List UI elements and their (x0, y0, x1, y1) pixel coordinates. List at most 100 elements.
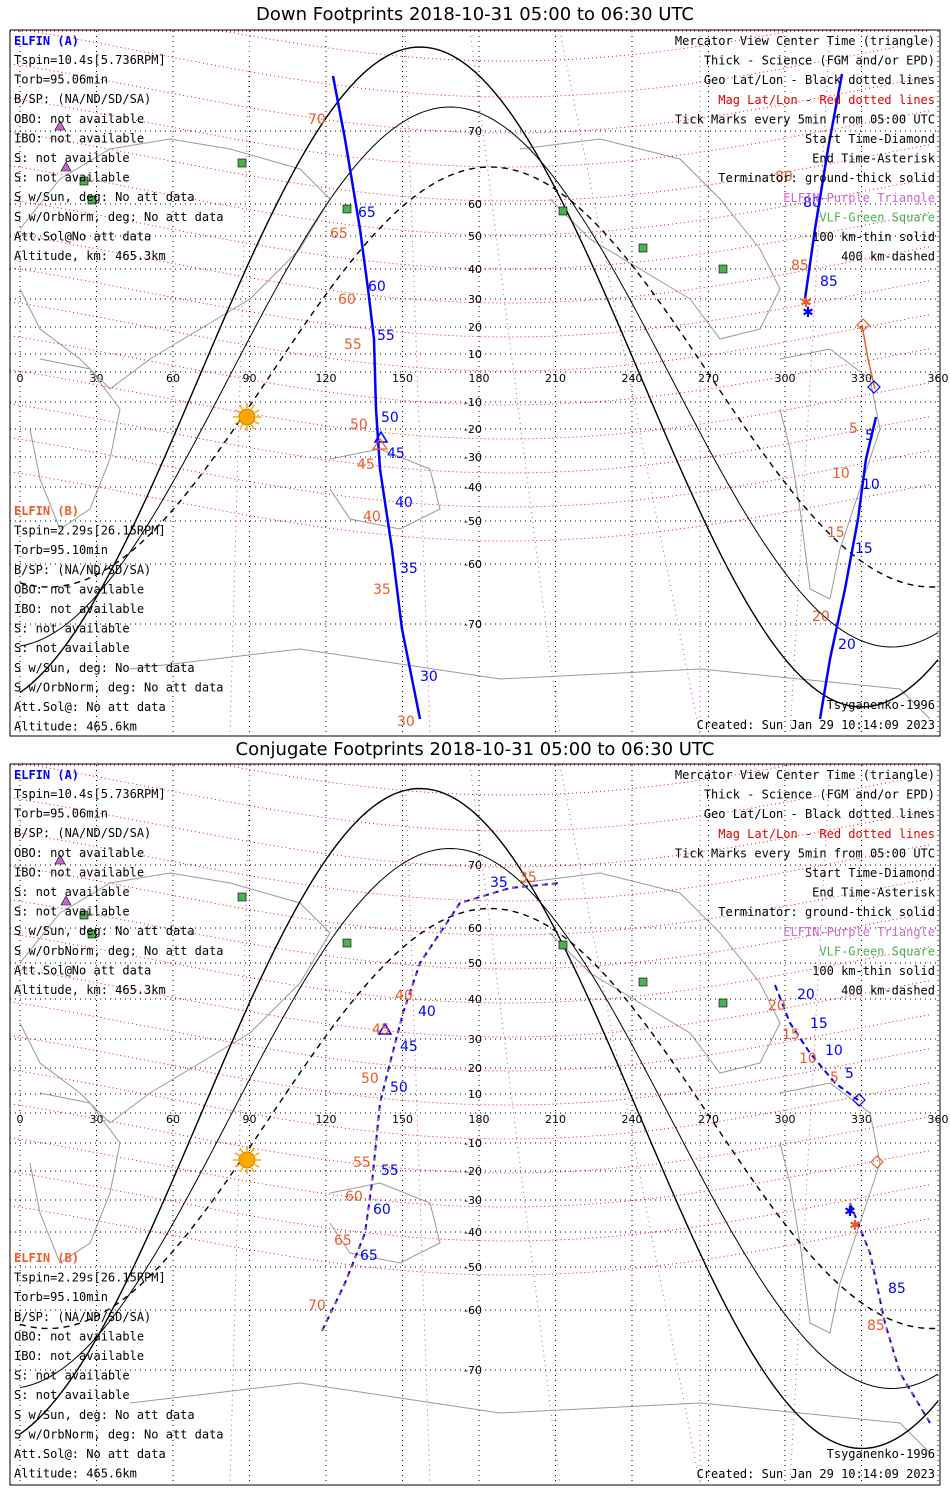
continent-africa (29, 358, 121, 530)
vlf-square (558, 206, 568, 216)
legend-line-8: ELFIN-Purple Triangle (783, 191, 935, 205)
elfin-a-info-line: Altitude, km: 465.3km (14, 249, 166, 263)
tick-label-a: 30 (420, 669, 438, 685)
start-diamond-b (870, 1155, 884, 1169)
center-triangle-a (373, 430, 389, 443)
legend-line-4: Tick Marks every 5min from 05:00 UTC (675, 112, 935, 126)
elfin-b-heading: ELFIN (B) (14, 504, 79, 518)
elfin-b-info-line: Torb=95.10min (14, 543, 108, 557)
elfin-a-info-line: Tspin=10.4s[5.736RPM] (14, 787, 166, 801)
mag-lon-line (559, 764, 701, 1485)
vlf-square (237, 892, 247, 902)
elfin-a-track-northeast (803, 73, 844, 300)
elfin-b-info-line: S: not available (14, 1369, 130, 1383)
tick-label-b: 85 (867, 1318, 885, 1334)
tick-label-a: 80 (803, 195, 821, 211)
elfin-a-info-line: OBO: not available (14, 112, 144, 126)
legend-line-9: VLF-Green Square (819, 210, 935, 224)
lat-label: -20 (464, 1165, 482, 1178)
end-asterisk-a: ✱ (802, 305, 814, 321)
elfin-a-info-line: S w/OrbNorm, deg: No att data (14, 944, 224, 958)
legend-line-1: Thick - Science (FGM and/or EPD) (704, 788, 935, 802)
legend-line-10: 100 km-thin solid (812, 964, 935, 978)
start-diamond-a (867, 380, 881, 394)
lon-label: 210 (545, 372, 566, 385)
tick-label-b: 45 (372, 1022, 390, 1038)
lat-label: -60 (464, 558, 482, 571)
elfin-a-info-line: S: not available (14, 151, 130, 165)
lat-label: -40 (464, 481, 482, 494)
tick-label-b: 15 (827, 525, 845, 541)
lat-label: -70 (464, 1364, 482, 1377)
lon-label: 0 (17, 372, 24, 385)
lon-label: 240 (622, 1113, 643, 1126)
tick-label-b: 35 (373, 582, 391, 598)
vlf-square (342, 938, 352, 948)
tick-label-b: 60 (338, 292, 356, 308)
vlf-square (718, 264, 728, 274)
elfin-b-info-line: Torb=95.10min (14, 1290, 108, 1304)
terminator-400km (19, 907, 939, 1330)
continent-south-america (779, 348, 881, 600)
lon-label: 180 (469, 1113, 490, 1126)
tick-label-b: 20 (812, 609, 830, 625)
elfin-a-info-line: Att.Sol@No att data (14, 963, 151, 977)
vlf-square (79, 176, 89, 186)
start-diamond-b (856, 318, 870, 332)
elfin-b-track-start (861, 324, 876, 390)
map-frame (9, 763, 941, 1486)
lon-label: 150 (392, 372, 413, 385)
legend-line-6: End Time-Asterisk (812, 152, 936, 166)
legend-line-2: Geo Lat/Lon - Black dotted lines (704, 73, 935, 87)
panel-title-conjugate: Conjugate Footprints 2018-10-31 05:00 to… (235, 739, 715, 760)
tick-label-a: 20 (797, 987, 815, 1003)
legend-line-2: Geo Lat/Lon - Black dotted lines (704, 807, 935, 821)
elfin-a-track-west (331, 75, 422, 720)
elfin-marker-triangle (54, 854, 66, 865)
elfin-b-info-line: S w/OrbNorm, deg: No att data (14, 1427, 224, 1441)
tick-label-a: 45 (400, 1039, 418, 1055)
lon-label: 0 (17, 1113, 24, 1126)
tick-label-a: 65 (358, 205, 376, 221)
lat-label: 60 (468, 198, 482, 211)
lon-label: 180 (469, 372, 490, 385)
end-asterisk-b: ✱ (800, 295, 812, 311)
elfin-b-info-line: OBO: not available (14, 1329, 144, 1343)
tick-label-b: 70 (308, 1298, 326, 1314)
elfin-b-heading: ELFIN (B) (14, 1251, 79, 1265)
tick-label-b: 85 (791, 258, 809, 274)
elfin-a-track-conj (321, 882, 561, 1332)
tick-label-a: 40 (418, 1004, 436, 1020)
map-panel-down: 0 30 60 90 120 150 180 210 240 270 300 330 360706050… (9, 29, 949, 737)
lon-label: 330 (851, 372, 872, 385)
legend-line-10: 100 km-thin solid (812, 230, 935, 244)
tick-label-a: 15 (810, 1016, 828, 1032)
tick-label-a: 10 (862, 477, 880, 493)
lat-label: 50 (468, 230, 482, 243)
vlf-square (342, 204, 352, 214)
model-name: Tsyganenko-1996 (827, 1447, 935, 1461)
elfin-marker-triangle (54, 120, 66, 131)
tick-label-b: 55 (344, 337, 362, 353)
tick-label-b: 55 (353, 1155, 371, 1171)
elfin-b-info-line: B/SP: (NA/ND/SD/SA) (14, 1310, 151, 1324)
tick-label-a: 85 (888, 1281, 906, 1297)
tick-label-b: 65 (334, 1233, 352, 1249)
elfin-b-info-line: Att.Sol@: No att data (14, 700, 166, 714)
tick-label-b: 15 (782, 1027, 800, 1043)
lat-label: 30 (468, 293, 482, 306)
lon-label: 360 (928, 1113, 949, 1126)
legend-line-1: Thick - Science (FGM and/or EPD) (704, 54, 935, 68)
elfin-a-info-line: S: not available (14, 885, 130, 899)
elfin-a-heading: ELFIN (A) (14, 34, 79, 48)
tick-label-a: 50 (381, 410, 399, 426)
vlf-square (87, 195, 97, 205)
lon-label: 90 (243, 372, 257, 385)
continent-australia (329, 1182, 441, 1264)
lon-label: 240 (622, 372, 643, 385)
lat-label: -10 (464, 396, 482, 409)
tick-label-b: 10 (799, 1051, 817, 1067)
vlf-square (638, 243, 648, 253)
elfin-a-info-line: IBO: not available (14, 131, 144, 145)
lat-label: -60 (464, 1304, 482, 1317)
